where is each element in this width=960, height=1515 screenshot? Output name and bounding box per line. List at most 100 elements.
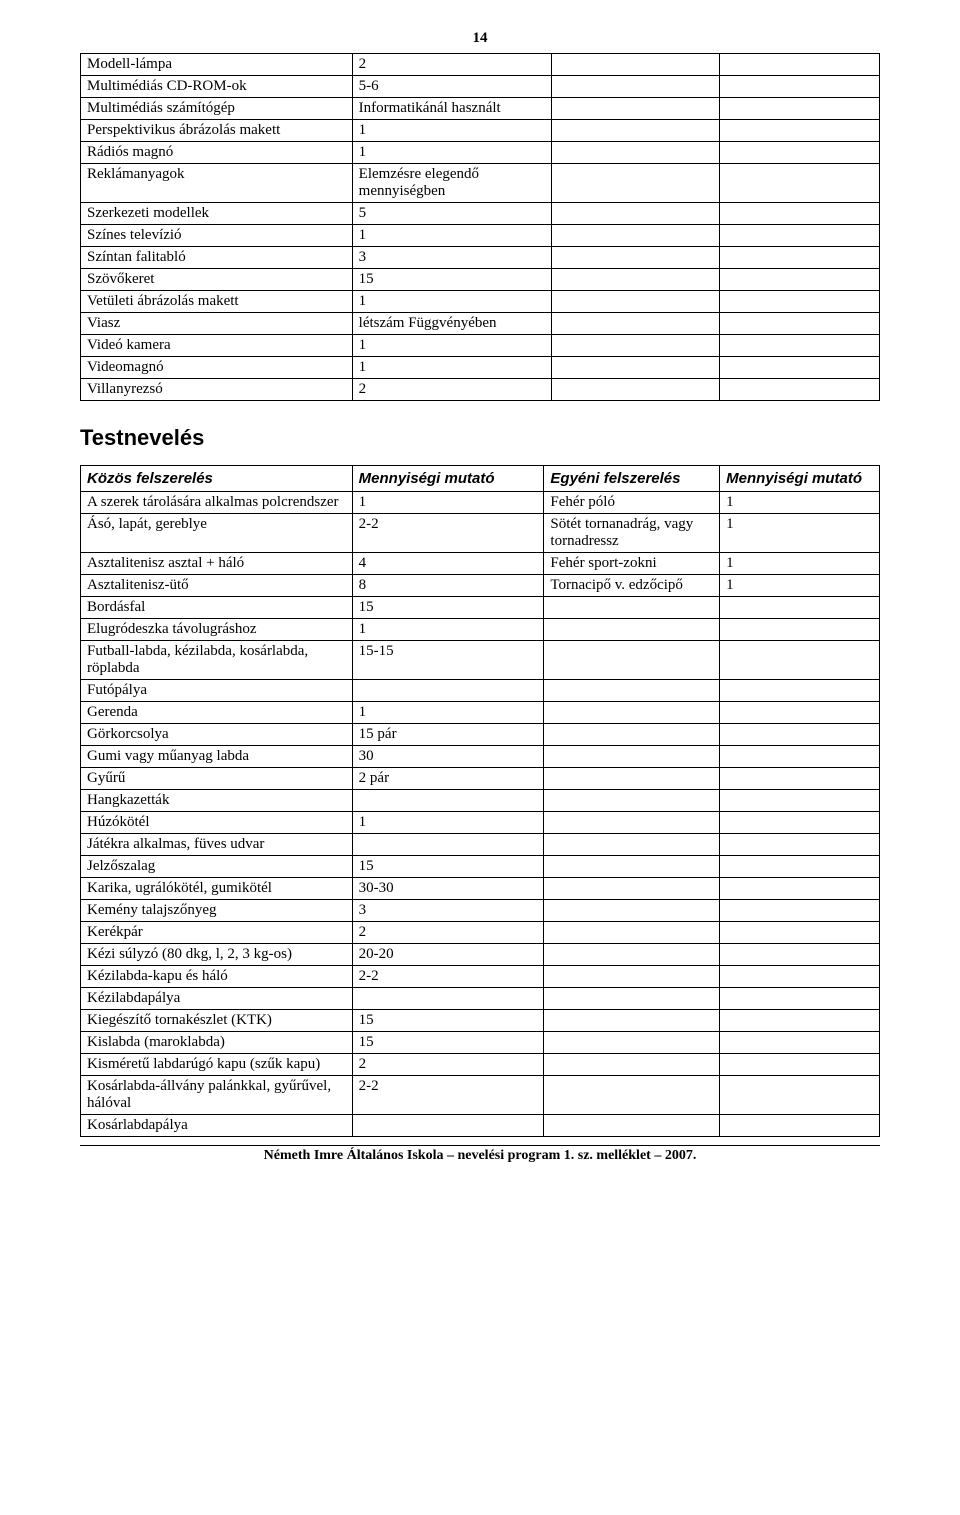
table-cell: Karika, ugrálókötél, gumikötél	[81, 878, 353, 900]
col-header: Mennyiségi mutató	[352, 466, 544, 492]
table-cell: A szerek tárolására alkalmas polcrendsze…	[81, 492, 353, 514]
table-row: Húzókötél1	[81, 812, 880, 834]
table-cell: Színtan falitabló	[81, 247, 353, 269]
table-row: Ásó, lapát, gereblye2-2Sötét tornanadrág…	[81, 514, 880, 553]
table-cell	[720, 1076, 880, 1115]
table-row: Gyűrű2 pár	[81, 768, 880, 790]
table-cell: 15	[352, 1032, 544, 1054]
table-cell: 3	[352, 900, 544, 922]
table-cell: Kosárlabda-állvány palánkkal, gyűrűvel, …	[81, 1076, 353, 1115]
table-cell	[720, 641, 880, 680]
table-cell: Futópálya	[81, 680, 353, 702]
table-cell	[552, 142, 720, 164]
table-row: Színes televízió1	[81, 225, 880, 247]
table-cell: 5-6	[352, 76, 552, 98]
table-cell	[720, 768, 880, 790]
table-cell: Asztalitenisz-ütő	[81, 575, 353, 597]
table-cell	[720, 379, 880, 401]
table-row: Kerékpár2	[81, 922, 880, 944]
table-row: Asztalitenisz-ütő8Tornacipő v. edzőcipő1	[81, 575, 880, 597]
table-cell: 15	[352, 269, 552, 291]
table-cell: Sötét tornanadrág, vagy tornadressz	[544, 514, 720, 553]
table-cell	[552, 379, 720, 401]
table-cell: Szerkezeti modellek	[81, 203, 353, 225]
table-cell: 1	[352, 142, 552, 164]
table-cell	[720, 203, 880, 225]
table-cell	[720, 724, 880, 746]
table-cell	[544, 812, 720, 834]
table-cell	[720, 164, 880, 203]
table-cell	[544, 988, 720, 1010]
table-row: Színtan falitabló3	[81, 247, 880, 269]
table-cell	[544, 597, 720, 619]
table-cell: 2-2	[352, 966, 544, 988]
table-cell: 15-15	[352, 641, 544, 680]
col-header: Mennyiségi mutató	[720, 466, 880, 492]
table-cell: Asztalitenisz asztal + háló	[81, 553, 353, 575]
col-header: Közös felszerelés	[81, 466, 353, 492]
table-row: Szövőkeret15	[81, 269, 880, 291]
table-cell: Kisméretű labdarúgó kapu (szűk kapu)	[81, 1054, 353, 1076]
table-cell	[552, 98, 720, 120]
table-cell	[544, 900, 720, 922]
table-cell: 1	[720, 492, 880, 514]
table-cell	[544, 702, 720, 724]
table-cell	[544, 1010, 720, 1032]
table-cell: Informatikánál használt	[352, 98, 552, 120]
table-cell: 1	[352, 812, 544, 834]
table-cell: Villanyrezsó	[81, 379, 353, 401]
table-cell	[720, 680, 880, 702]
table-cell: Görkorcsolya	[81, 724, 353, 746]
table-cell	[720, 313, 880, 335]
table-row: Szerkezeti modellek5	[81, 203, 880, 225]
section-title: Testnevelés	[80, 425, 880, 451]
table-cell	[544, 768, 720, 790]
table-row: A szerek tárolására alkalmas polcrendsze…	[81, 492, 880, 514]
table-cell: 1	[720, 553, 880, 575]
table-cell	[720, 335, 880, 357]
table-cell	[352, 680, 544, 702]
table-cell: Kosárlabdapálya	[81, 1115, 353, 1137]
table-cell	[720, 291, 880, 313]
table-cell: 1	[720, 514, 880, 553]
table-cell: Futball-labda, kézilabda, kosárlabda, rö…	[81, 641, 353, 680]
table-cell: 15	[352, 1010, 544, 1032]
table-cell: 1	[720, 575, 880, 597]
table-cell	[720, 247, 880, 269]
table-cell: Rádiós magnó	[81, 142, 353, 164]
table-cell: Kézilabdapálya	[81, 988, 353, 1010]
table-cell	[552, 313, 720, 335]
table-cell: Jelzőszalag	[81, 856, 353, 878]
table-cell: Gyűrű	[81, 768, 353, 790]
table-cell	[544, 1115, 720, 1137]
table-cell	[720, 812, 880, 834]
table-cell: 1	[352, 120, 552, 142]
table-row: Hangkazetták	[81, 790, 880, 812]
table-cell	[544, 680, 720, 702]
table-cell: 8	[352, 575, 544, 597]
table-cell: 15 pár	[352, 724, 544, 746]
table-cell	[552, 269, 720, 291]
table-cell	[720, 142, 880, 164]
table-row: Kézilabdapálya	[81, 988, 880, 1010]
table-cell: 1	[352, 619, 544, 641]
table-cell	[720, 54, 880, 76]
table-cell	[720, 357, 880, 379]
table-cell	[720, 900, 880, 922]
table-cell: Tornacipő v. edzőcipő	[544, 575, 720, 597]
table-row: Játékra alkalmas, füves udvar	[81, 834, 880, 856]
table-cell	[544, 790, 720, 812]
table-cell: 4	[352, 553, 544, 575]
table-cell: 2	[352, 379, 552, 401]
table-cell: Elugródeszka távolugráshoz	[81, 619, 353, 641]
table-cell	[544, 834, 720, 856]
table-cell: 1	[352, 225, 552, 247]
table-cell: 2-2	[352, 1076, 544, 1115]
table-cell: Kislabda (maroklabda)	[81, 1032, 353, 1054]
table-cell: Gerenda	[81, 702, 353, 724]
table-cell	[720, 120, 880, 142]
table-cell	[352, 790, 544, 812]
table-row: Bordásfal15	[81, 597, 880, 619]
table-cell	[544, 922, 720, 944]
table-cell: 1	[352, 702, 544, 724]
